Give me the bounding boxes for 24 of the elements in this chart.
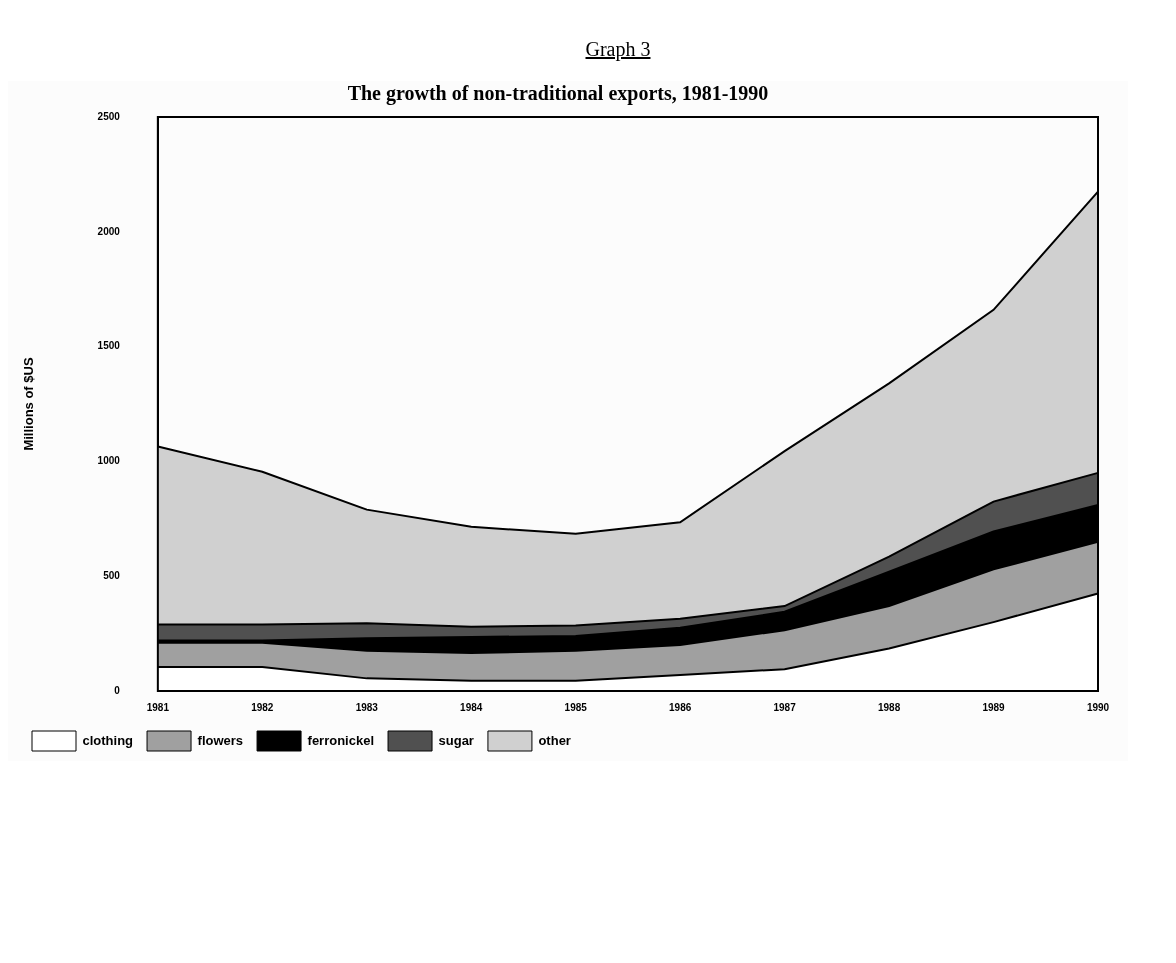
y-axis-title: Millions of $US xyxy=(21,357,37,451)
legend-label: ferronickel xyxy=(307,732,375,748)
x-tick-label: 1989 xyxy=(982,701,1006,713)
x-tick-label: 1986 xyxy=(669,701,692,713)
x-tick-label: 1990 xyxy=(1086,701,1110,713)
y-tick-label: 2500 xyxy=(97,110,121,122)
y-tick-label: 1000 xyxy=(97,455,121,467)
x-tick-label: 1983 xyxy=(355,701,379,713)
chart-title: The growth of non-traditional exports, 1981-1990 xyxy=(347,82,769,106)
y-tick-label: 2000 xyxy=(97,225,121,237)
x-tick-label: 1982 xyxy=(251,701,274,713)
x-tick-label: 1987 xyxy=(773,701,797,713)
legend-label: clothing xyxy=(82,732,134,748)
y-tick-label: 0 xyxy=(114,684,121,696)
x-tick-label: 1981 xyxy=(146,701,170,713)
y-tick-label: 1500 xyxy=(97,340,121,352)
x-tick-label: 1984 xyxy=(460,701,483,713)
legend-label: flowers xyxy=(197,732,244,748)
y-tick-label: 500 xyxy=(103,569,121,581)
legend-label: other xyxy=(538,732,571,748)
legend-label: sugar xyxy=(438,732,474,748)
x-tick-label: 1988 xyxy=(877,701,901,713)
x-tick-label: 1985 xyxy=(564,701,588,713)
caption: Graph 3 xyxy=(584,38,652,61)
